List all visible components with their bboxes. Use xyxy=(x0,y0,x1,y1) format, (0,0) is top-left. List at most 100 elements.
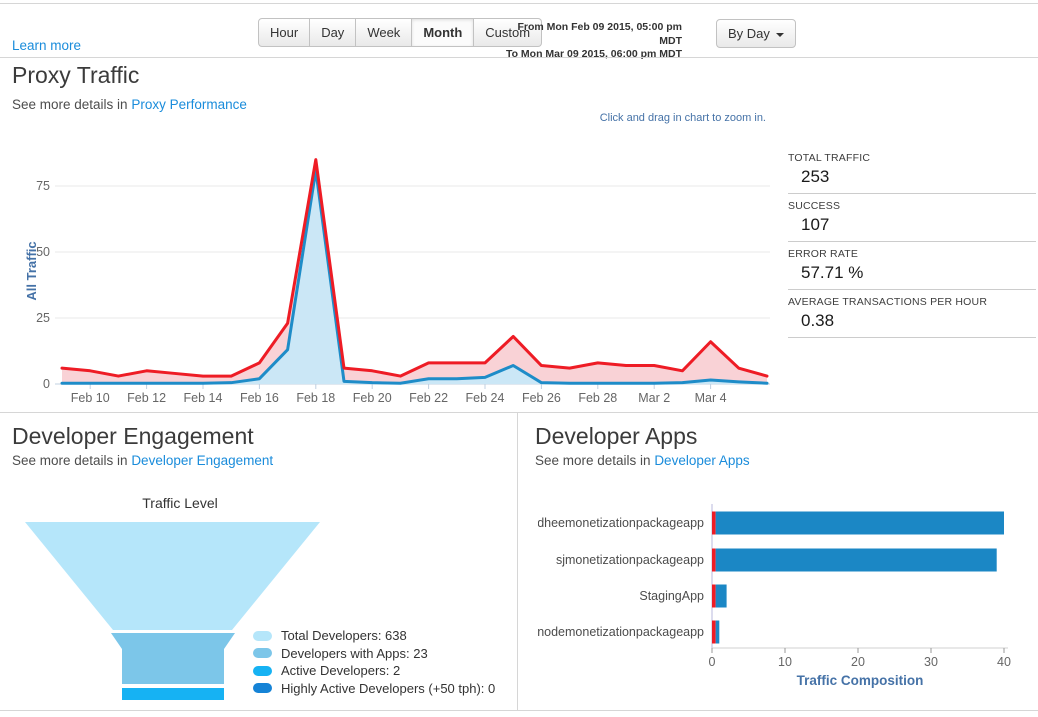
zoom-hint-text: Click and drag in chart to zoom in. xyxy=(599,112,766,124)
range-button-day[interactable]: Day xyxy=(310,18,357,47)
legend-label: Highly Active Developers (+50 tph): 0 xyxy=(281,680,496,696)
date-from: From Mon Feb 09 2015, 05:00 pm MDT xyxy=(517,21,682,47)
range-button-hour[interactable]: Hour xyxy=(258,18,311,47)
legend-swatch xyxy=(253,630,272,641)
top-divider xyxy=(0,3,1038,4)
caret-down-icon xyxy=(775,32,784,37)
x-tick-label: 40 xyxy=(997,655,1011,669)
subtitle-prefix: See more details in xyxy=(12,97,132,112)
developer-apps-link[interactable]: Developer Apps xyxy=(654,453,750,468)
y-tick-label: 50 xyxy=(36,245,50,259)
stat-row: SUCCESS 107 xyxy=(788,198,1036,242)
bar-errors xyxy=(712,584,716,608)
series-line-success xyxy=(60,168,769,385)
bar-category-label: nodemonetizationpackageapp xyxy=(538,625,704,639)
developer-engagement-funnel xyxy=(25,522,320,700)
stat-row: TOTAL TRAFFIC 253 xyxy=(788,150,1036,194)
proxy-traffic-chart[interactable]: 0 25 50 75 Feb 10 Feb 12 Feb 14 Feb 16 Feb 18 Feb… xyxy=(12,141,787,407)
date-to: To Mon Mar 09 2015, 06:00 pm MDT xyxy=(505,48,682,60)
stat-label: TOTAL TRAFFIC xyxy=(788,152,871,164)
bar-success xyxy=(715,548,997,572)
x-tick-label: Feb 24 xyxy=(466,391,505,405)
bar-errors xyxy=(712,548,716,572)
x-tick-label: 20 xyxy=(851,655,865,669)
legend-item: Developers with Apps: 23 xyxy=(253,645,495,663)
funnel-title: Traffic Level xyxy=(142,495,218,511)
developer-apps-title: Developer Apps xyxy=(535,423,698,449)
x-axis-title: Traffic Composition xyxy=(797,673,924,688)
x-tick-label: Feb 16 xyxy=(240,391,279,405)
subtitle-prefix: See more details in xyxy=(535,453,655,468)
developer-engagement-title: Developer Engagement xyxy=(12,423,254,449)
developer-engagement-link[interactable]: Developer Engagement xyxy=(131,453,274,468)
legend-item: Total Developers: 638 xyxy=(253,627,495,645)
x-tick-label: Feb 28 xyxy=(578,391,617,405)
y-tick-label: 0 xyxy=(43,377,50,391)
bar-success xyxy=(715,584,727,608)
subtitle-prefix: See more details in xyxy=(12,453,132,468)
funnel-stage-active-developers xyxy=(122,688,224,700)
bar-success xyxy=(715,511,1004,535)
bar-errors xyxy=(712,511,716,535)
legend-swatch xyxy=(253,683,272,694)
x-tick-label: Feb 10 xyxy=(71,391,110,405)
group-by-label: By Day xyxy=(728,26,770,41)
panel-divider xyxy=(517,413,518,710)
legend-swatch xyxy=(253,648,272,659)
stat-row: ERROR RATE 57.71 % xyxy=(788,246,1036,290)
funnel-legend: Total Developers: 638 Developers with App… xyxy=(253,627,495,697)
proxy-traffic-subtitle: See more details in Proxy Performance xyxy=(12,97,247,112)
developer-apps-subtitle: See more details in Developer Apps xyxy=(535,453,750,468)
proxy-performance-link[interactable]: Proxy Performance xyxy=(131,97,247,112)
x-tick-label: 30 xyxy=(924,655,938,669)
header-divider xyxy=(0,57,1038,58)
range-button-week[interactable]: Week xyxy=(356,18,413,47)
stat-label: AVERAGE TRANSACTIONS PER HOUR xyxy=(788,296,988,308)
series-line-all-traffic xyxy=(60,158,769,378)
x-tick-label: Mar 4 xyxy=(695,391,727,405)
stat-label: SUCCESS xyxy=(788,200,841,212)
stat-value: 107 xyxy=(801,215,830,234)
funnel-stage-total-developers xyxy=(25,522,320,630)
x-tick-label: Feb 12 xyxy=(127,391,166,405)
section-divider xyxy=(0,412,1038,413)
legend-label: Developers with Apps: 23 xyxy=(281,645,428,661)
area-fill-success xyxy=(62,170,767,384)
learn-more-link[interactable]: Learn more xyxy=(12,38,82,53)
x-tick-label: Feb 14 xyxy=(184,391,223,405)
stat-row: AVERAGE TRANSACTIONS PER HOUR 0.38 xyxy=(788,294,1036,338)
range-button-month[interactable]: Month xyxy=(412,18,475,47)
legend-item: Highly Active Developers (+50 tph): 0 xyxy=(253,680,495,698)
bar-category-label: sudheemonetizationpackageapp xyxy=(538,516,704,530)
proxy-traffic-title: Proxy Traffic xyxy=(12,62,140,88)
legend-item: Active Developers: 2 xyxy=(253,662,495,680)
legend-swatch xyxy=(253,665,272,676)
date-range-text: From Mon Feb 09 2015, 05:00 pm MDT To Mo… xyxy=(497,21,682,62)
funnel-stage-developers-with-apps xyxy=(111,633,235,684)
range-button-custom[interactable]: Custom xyxy=(474,18,543,47)
x-tick-label: 10 xyxy=(778,655,792,669)
traffic-stats-panel: TOTAL TRAFFIC 253 SUCCESS 107 ERROR RATE 57.7… xyxy=(788,150,1036,342)
bar-category-label: StagingApp xyxy=(639,589,704,603)
group-by-dropdown[interactable]: By Day xyxy=(716,19,796,48)
developer-apps-chart: 0 10 20 30 40 sudheemonetizationpackageapp sjm… xyxy=(538,504,1011,688)
stat-value: 57.71 % xyxy=(801,263,864,282)
y-axis-title: All Traffic xyxy=(24,241,39,300)
x-tick-label: Mar 2 xyxy=(638,391,670,405)
area-fill-all-traffic xyxy=(62,159,767,384)
stat-value: 253 xyxy=(801,167,830,186)
y-tick-label: 75 xyxy=(36,179,50,193)
stat-value: 0.38 xyxy=(801,311,835,330)
stat-label: ERROR RATE xyxy=(788,248,859,260)
x-tick-label: Feb 18 xyxy=(296,391,335,405)
bar-success xyxy=(715,620,720,644)
x-tick-label: Feb 22 xyxy=(409,391,448,405)
time-range-button-group: Hour Day Week Month Custom xyxy=(258,18,543,47)
x-tick-label: Feb 26 xyxy=(522,391,561,405)
x-tick-label: Feb 20 xyxy=(353,391,392,405)
x-tick-label: 0 xyxy=(709,655,716,669)
legend-label: Active Developers: 2 xyxy=(281,663,401,679)
legend-label: Total Developers: 638 xyxy=(281,628,407,644)
y-tick-label: 25 xyxy=(36,311,50,325)
